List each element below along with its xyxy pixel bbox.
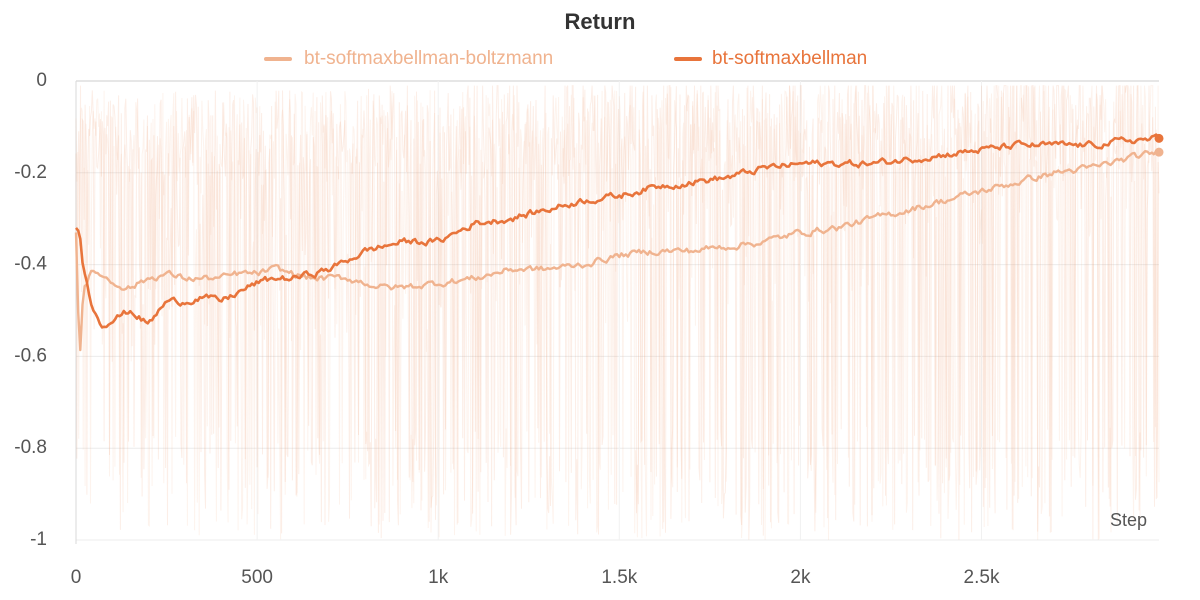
chart-title: Return bbox=[565, 9, 636, 34]
x-tick-label: 1.5k bbox=[601, 567, 637, 588]
x-axis-label: Step bbox=[1110, 510, 1147, 530]
series-line-0 bbox=[74, 149, 1161, 352]
x-axis: 0 500 1k 1.5k 2k 2.5k bbox=[71, 567, 1000, 588]
legend-label-softmaxbellman: bt-softmaxbellman bbox=[712, 48, 867, 69]
raw-series-0 bbox=[75, 85, 1160, 540]
y-axis: 0 -0.2 -0.4 -0.6 -0.8 -1 bbox=[14, 70, 47, 550]
y-tick-label: -0.8 bbox=[14, 437, 47, 458]
series-end-point-1 bbox=[1154, 133, 1164, 143]
series-end-point-0 bbox=[1154, 147, 1164, 157]
legend: bt-softmaxbellman-boltzmann bt-softmaxbe… bbox=[264, 48, 867, 69]
y-tick-label: -0.6 bbox=[14, 345, 47, 366]
y-tick-label: -0.2 bbox=[14, 162, 47, 183]
series-line-1 bbox=[74, 133, 1161, 329]
raw-series-1 bbox=[75, 85, 1160, 540]
x-tick-label: 500 bbox=[241, 567, 273, 588]
x-tick-label: 0 bbox=[71, 567, 82, 588]
legend-item-softmaxbellman[interactable]: bt-softmaxbellman bbox=[674, 48, 867, 69]
legend-label-boltzmann: bt-softmaxbellman-boltzmann bbox=[304, 48, 553, 69]
series-lines bbox=[74, 133, 1164, 352]
legend-item-boltzmann[interactable]: bt-softmaxbellman-boltzmann bbox=[264, 48, 553, 69]
y-tick-label: -1 bbox=[30, 529, 47, 550]
x-tick-label: 2.5k bbox=[964, 567, 1000, 588]
y-tick-label: 0 bbox=[36, 70, 47, 91]
raw-noise-band bbox=[75, 85, 1160, 540]
y-tick-label: -0.4 bbox=[14, 254, 47, 275]
x-tick-label: 1k bbox=[428, 567, 449, 588]
grid bbox=[75, 80, 1159, 544]
x-tick-label: 2k bbox=[790, 567, 811, 588]
